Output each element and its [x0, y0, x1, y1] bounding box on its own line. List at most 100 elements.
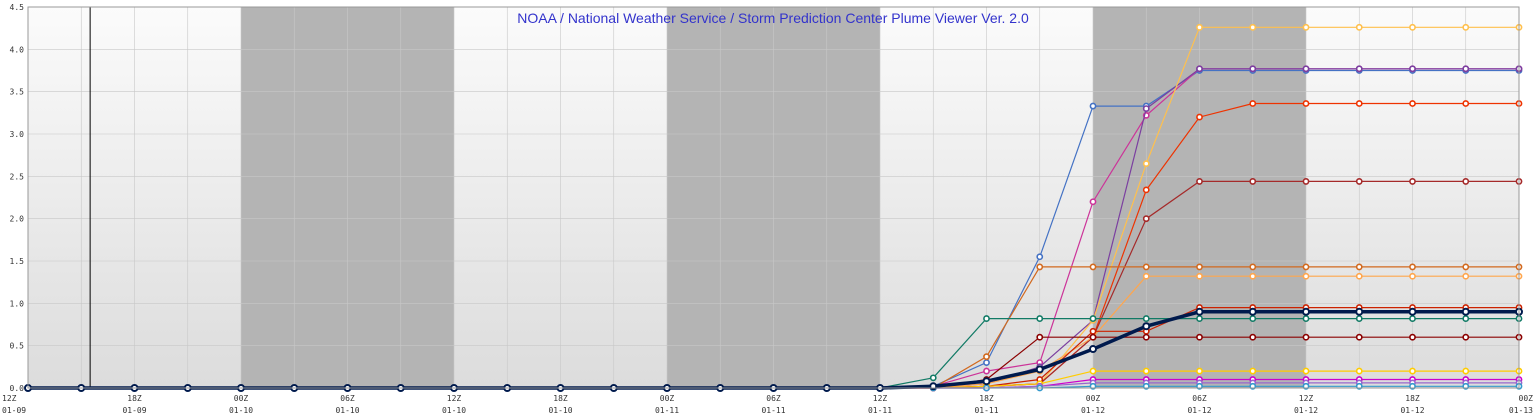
- series-point: [1089, 315, 1097, 322]
- x-tick-date: 01-10: [442, 406, 466, 415]
- series-point: [1462, 263, 1470, 271]
- series-point: [1409, 65, 1416, 73]
- series-point: [1302, 272, 1310, 280]
- y-tick-label: 2.5: [10, 172, 25, 181]
- series-point: [1462, 272, 1470, 280]
- series-point: [1409, 263, 1416, 271]
- x-axis-ticks: 12Z 01-09 18Z 01-09 00Z 01-10 06Z 01-10 12Z 01-10…: [2, 394, 1533, 415]
- x-tick-date: 01-13: [1509, 406, 1533, 415]
- series-point: [1249, 23, 1257, 31]
- series-point: [1302, 315, 1310, 322]
- series-point: [983, 353, 990, 361]
- series-point: [1142, 322, 1151, 331]
- x-tick-hour: 12Z: [1299, 394, 1314, 403]
- series-point: [1249, 65, 1257, 73]
- series-point: [1089, 367, 1097, 375]
- x-tick-hour: 00Z: [660, 394, 675, 403]
- series-point: [1302, 178, 1310, 185]
- series-point: [1142, 263, 1150, 271]
- series-point: [1355, 100, 1363, 107]
- x-tick-hour: 18Z: [553, 394, 568, 403]
- series-point: [1408, 307, 1417, 316]
- series-point: [1461, 307, 1470, 316]
- series-point: [1462, 100, 1470, 107]
- series-point: [1249, 178, 1257, 185]
- series-point: [1302, 307, 1310, 316]
- series-point: [1248, 307, 1257, 316]
- series-point: [1196, 367, 1203, 375]
- series-point: [1196, 113, 1203, 121]
- series-point: [1249, 100, 1257, 107]
- series-point: [1409, 272, 1416, 280]
- series-point: [1409, 178, 1416, 185]
- y-axis-ticks: 0.0 0.5 1.0 1.5 2.0 2.5 3.0 3.5 4.0 4.5: [10, 3, 25, 393]
- series-point: [1249, 263, 1257, 271]
- x-tick-hour: 06Z: [340, 394, 355, 403]
- series-point: [1196, 178, 1203, 185]
- series-point: [1409, 367, 1416, 375]
- series-point: [1195, 307, 1204, 316]
- series-point: [1089, 327, 1097, 335]
- series-point: [929, 374, 937, 382]
- series-point: [1355, 178, 1363, 185]
- series-point: [1302, 100, 1310, 107]
- series-point: [1036, 333, 1044, 341]
- series-point: [1196, 263, 1203, 271]
- series-point: [1409, 23, 1416, 31]
- series-point: [1142, 186, 1150, 194]
- x-tick-hour: 06Z: [766, 394, 781, 403]
- x-tick-date: 01-11: [761, 406, 785, 415]
- series-point: [1462, 367, 1470, 375]
- series-point: [1142, 160, 1150, 168]
- x-tick-hour: 12Z: [873, 394, 888, 403]
- y-tick-label: 0.5: [10, 342, 25, 351]
- y-tick-label: 0.0: [10, 384, 25, 393]
- series-point: [1302, 367, 1310, 375]
- x-tick-date: 01-10: [548, 406, 572, 415]
- series-point: [1462, 178, 1470, 185]
- series-point: [1462, 65, 1470, 73]
- series-point: [1035, 365, 1044, 374]
- x-tick-date: 01-12: [1081, 406, 1105, 415]
- series-point: [1249, 333, 1257, 341]
- series-point: [1302, 263, 1310, 271]
- series-point: [1089, 345, 1097, 354]
- series-point: [1249, 367, 1257, 375]
- x-tick-date: 01-11: [868, 406, 892, 415]
- series-point: [1142, 333, 1150, 341]
- series-point: [1196, 23, 1203, 31]
- series-point: [1249, 315, 1257, 322]
- series-point: [1462, 333, 1470, 341]
- x-tick-date: 01-09: [122, 406, 146, 415]
- series-point: [1409, 315, 1416, 322]
- series-point: [1355, 367, 1363, 375]
- series-point: [1355, 23, 1363, 31]
- series-point: [982, 377, 991, 386]
- y-tick-label: 4.5: [10, 3, 25, 12]
- series-point: [1409, 100, 1416, 107]
- series-point: [983, 315, 990, 322]
- x-tick-hour: 12Z: [2, 394, 17, 403]
- y-tick-label: 1.0: [10, 299, 25, 308]
- y-tick-label: 3.5: [10, 88, 25, 97]
- x-tick-date: 01-10: [335, 406, 359, 415]
- series-point: [1196, 65, 1203, 73]
- series-point: [1355, 333, 1363, 341]
- series-point: [1196, 272, 1203, 280]
- x-tick-date: 01-11: [655, 406, 679, 415]
- y-tick-label: 1.5: [10, 257, 25, 266]
- series-point: [1089, 263, 1097, 271]
- chart-title: NOAA / National Weather Service / Storm …: [517, 10, 1029, 26]
- series-point: [1302, 65, 1310, 73]
- series-point: [1036, 263, 1044, 271]
- series-point: [1355, 65, 1363, 73]
- series-point: [1462, 23, 1470, 31]
- x-tick-hour: 18Z: [979, 394, 994, 403]
- y-tick-label: 3.0: [10, 130, 25, 139]
- series-point: [1462, 315, 1470, 322]
- x-tick-hour: 06Z: [1192, 394, 1207, 403]
- series-point: [1142, 272, 1150, 280]
- x-tick-date: 01-09: [2, 406, 26, 415]
- x-tick-hour: 12Z: [447, 394, 462, 403]
